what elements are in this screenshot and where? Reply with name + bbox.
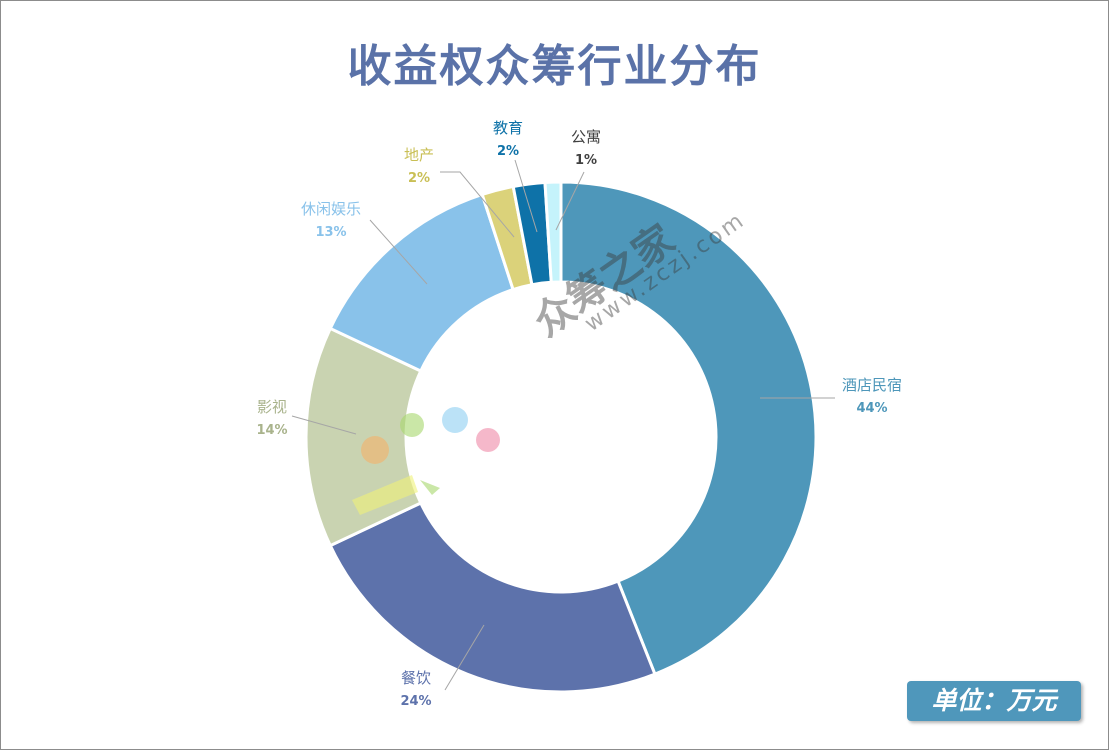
donut-slices [304, 180, 818, 694]
chart-title: 收益权众筹行业分布 [347, 41, 762, 92]
slice-label-1: 酒店民宿 [842, 376, 902, 394]
logo-figure-blue [442, 407, 468, 433]
logo-figure-orange [361, 436, 389, 464]
slice-pct-4: 13% [315, 225, 346, 240]
slice-pct-5: 2% [408, 171, 430, 186]
slice-pct-7: 1% [575, 153, 597, 168]
slice-label-5: 地产 [404, 146, 434, 164]
slice-7 [543, 180, 563, 284]
slice-label-3: 影视 [257, 398, 287, 416]
logo-figure-yellow [352, 475, 418, 515]
leader-line-7 [555, 171, 585, 231]
slice-label-4: 休闲娱乐 [301, 200, 361, 218]
slice-1 [559, 180, 818, 677]
slice-label-2: 餐饮 [401, 669, 431, 687]
logo-figure-green [400, 413, 424, 437]
leader-line-2 [444, 624, 485, 691]
slice-pct-3: 14% [256, 423, 287, 438]
slice-label-7: 公寓 [571, 128, 601, 146]
slice-pct-6: 2% [497, 144, 519, 159]
logo-figure-small-green [420, 480, 440, 495]
leader-line-4 [369, 219, 428, 285]
slice-label-6: 教育 [493, 119, 523, 137]
slice-pct-2: 24% [400, 694, 431, 709]
leader-line-5 [440, 171, 515, 238]
slice-labels: 酒店民宿 44% 餐饮 24% 影视 14% 休闲娱乐 13% 地产 2% 教育 2% 公寓 1% [256, 119, 902, 709]
slice-pct-1: 44% [856, 401, 887, 416]
unit-badge: 单位：万元 [907, 681, 1081, 721]
logo-figure-pink [476, 428, 500, 452]
leader-line-3 [291, 415, 357, 435]
watermark-logo [352, 407, 500, 515]
leader-line-6 [514, 159, 538, 233]
slice-2 [328, 501, 657, 694]
